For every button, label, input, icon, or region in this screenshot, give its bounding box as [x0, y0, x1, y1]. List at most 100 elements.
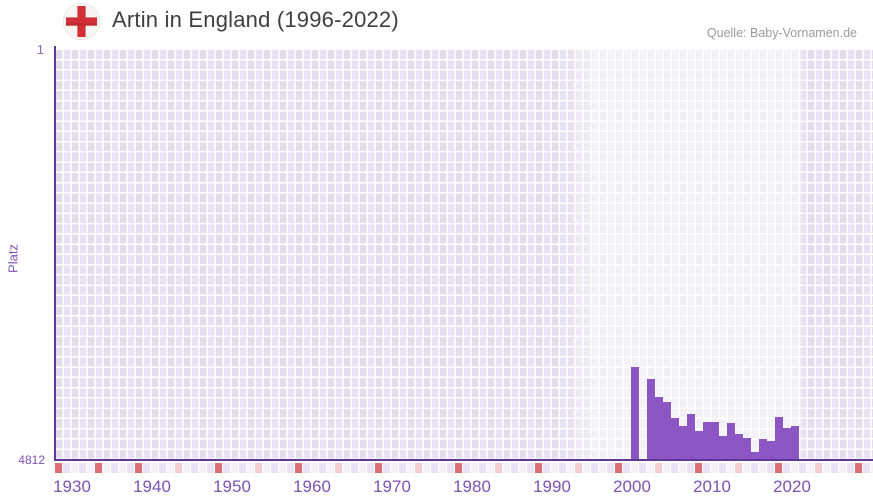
- strip-cell: [599, 462, 606, 473]
- bar-2019[interactable]: [783, 427, 791, 459]
- x-tick-label-2000: 2000: [613, 477, 651, 496]
- x-axis-line: [54, 459, 873, 462]
- bar-2017[interactable]: [767, 441, 775, 459]
- timeline-strip: [55, 462, 873, 473]
- strip-cell: [551, 462, 558, 473]
- strip-cell: [783, 462, 790, 473]
- strip-cell: [199, 462, 206, 473]
- strip-cell: [167, 462, 174, 473]
- strip-cell: [311, 462, 318, 473]
- strip-cell: [471, 462, 478, 473]
- strip-cell: [183, 462, 190, 473]
- bar-2015[interactable]: [751, 452, 759, 459]
- plot-area: [56, 50, 873, 460]
- bar-2000[interactable]: [631, 366, 639, 459]
- strip-cell: [55, 462, 62, 473]
- strip-cell: [367, 462, 374, 473]
- source-attribution: Quelle: Baby-Vornamen.de: [706, 26, 857, 40]
- bar-2020[interactable]: [791, 426, 799, 459]
- x-tick-label-1990: 1990: [533, 477, 571, 496]
- bar-2009[interactable]: [703, 421, 711, 459]
- strip-cell: [511, 462, 518, 473]
- x-tick-label-1940: 1940: [133, 477, 171, 496]
- strip-cell: [439, 462, 446, 473]
- strip-cell: [127, 462, 134, 473]
- strip-cell: [383, 462, 390, 473]
- bar-2003[interactable]: [655, 397, 663, 459]
- x-tick-label-2020: 2020: [773, 477, 811, 496]
- strip-cell: [679, 462, 686, 473]
- strip-cell: [119, 462, 126, 473]
- strip-cell: [287, 462, 294, 473]
- strip-cell: [143, 462, 150, 473]
- strip-cell: [175, 462, 182, 473]
- strip-cell: [247, 462, 254, 473]
- bar-2005[interactable]: [671, 418, 679, 459]
- bar-2010[interactable]: [711, 421, 719, 459]
- strip-cell: [391, 462, 398, 473]
- strip-cell: [231, 462, 238, 473]
- bar-2011[interactable]: [719, 436, 727, 459]
- strip-cell: [215, 462, 222, 473]
- bar-2013[interactable]: [735, 433, 743, 459]
- strip-cell: [591, 462, 598, 473]
- bar-2002[interactable]: [647, 378, 655, 459]
- y-axis-title: Platz: [5, 244, 21, 273]
- strip-cell: [159, 462, 166, 473]
- bar-2014[interactable]: [743, 437, 751, 459]
- strip-cell: [863, 462, 870, 473]
- strip-cell: [95, 462, 102, 473]
- bar-2016[interactable]: [759, 438, 767, 459]
- strip-cell: [647, 462, 654, 473]
- strip-cell: [487, 462, 494, 473]
- strip-cell: [727, 462, 734, 473]
- strip-cell: [559, 462, 566, 473]
- bar-2012[interactable]: [727, 423, 735, 459]
- strip-cell: [79, 462, 86, 473]
- strip-cell: [695, 462, 702, 473]
- y-axis-line: [54, 46, 56, 461]
- strip-cell: [479, 462, 486, 473]
- strip-cell: [87, 462, 94, 473]
- strip-cell: [871, 462, 873, 473]
- strip-cell: [495, 462, 502, 473]
- strip-cell: [855, 462, 862, 473]
- strip-cell: [567, 462, 574, 473]
- strip-cell: [503, 462, 510, 473]
- strip-cell: [399, 462, 406, 473]
- strip-cell: [703, 462, 710, 473]
- x-tick-label-1930: 1930: [53, 477, 91, 496]
- strip-cell: [655, 462, 662, 473]
- strip-cell: [103, 462, 110, 473]
- strip-cell: [135, 462, 142, 473]
- strip-cell: [847, 462, 854, 473]
- strip-cell: [207, 462, 214, 473]
- strip-cell: [343, 462, 350, 473]
- chart-title: Artin in England (1996-2022): [112, 7, 399, 32]
- bar-2006[interactable]: [679, 425, 687, 459]
- strip-cell: [711, 462, 718, 473]
- strip-cell: [831, 462, 838, 473]
- strip-cell: [631, 462, 638, 473]
- strip-cell: [807, 462, 814, 473]
- bar-2004[interactable]: [663, 401, 671, 459]
- bar-2018[interactable]: [775, 417, 783, 459]
- strip-cell: [815, 462, 822, 473]
- strip-cell: [767, 462, 774, 473]
- bar-2008[interactable]: [695, 430, 703, 459]
- strip-cell: [823, 462, 830, 473]
- strip-cell: [791, 462, 798, 473]
- strip-cell: [775, 462, 782, 473]
- y-axis-max-label: 1: [36, 42, 44, 57]
- strip-cell: [615, 462, 622, 473]
- strip-cell: [759, 462, 766, 473]
- x-tick-label-1950: 1950: [213, 477, 251, 496]
- strip-cell: [527, 462, 534, 473]
- bar-2007[interactable]: [687, 413, 695, 459]
- strip-cell: [255, 462, 262, 473]
- strip-cell: [663, 462, 670, 473]
- england-flag-icon: [63, 3, 100, 40]
- highlight-period-band: [56, 50, 873, 460]
- strip-cell: [271, 462, 278, 473]
